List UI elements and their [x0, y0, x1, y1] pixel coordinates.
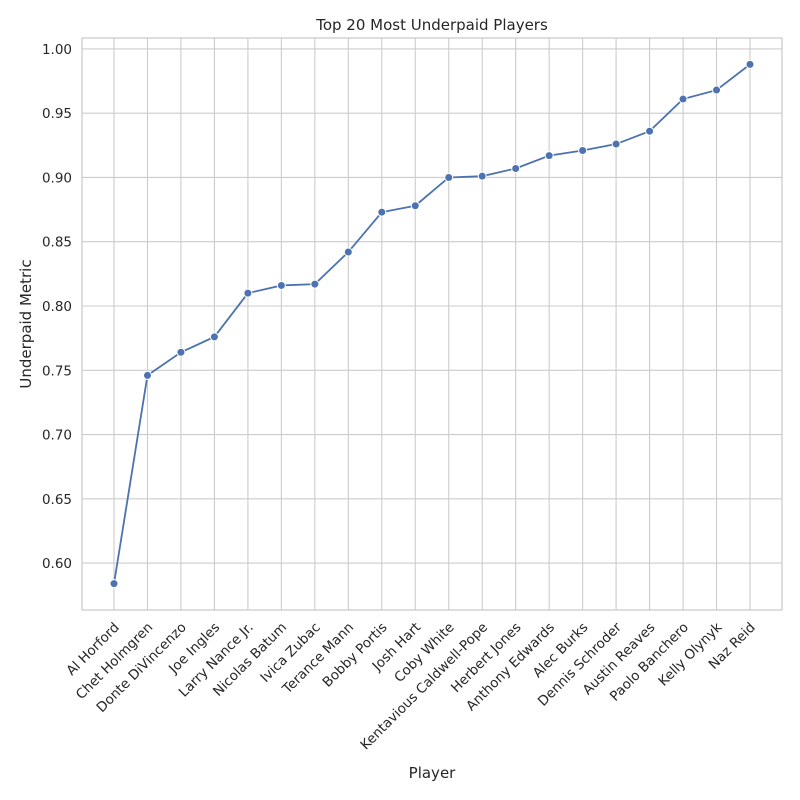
data-point — [343, 247, 353, 257]
chart-title: Top 20 Most Underpaid Players — [315, 16, 548, 34]
data-point — [511, 163, 521, 173]
data-point — [109, 579, 119, 589]
data-point — [578, 145, 588, 155]
data-point — [243, 288, 253, 298]
data-point — [712, 85, 722, 95]
grid-lines — [82, 38, 782, 610]
data-point — [176, 347, 186, 357]
data-point — [410, 201, 420, 211]
y-tick-label: 0.85 — [42, 235, 72, 251]
data-point — [544, 151, 554, 161]
data-point — [444, 172, 454, 182]
y-tick-label: 0.60 — [42, 556, 72, 572]
data-points — [109, 59, 755, 589]
data-point — [209, 332, 219, 342]
data-point — [477, 171, 487, 181]
y-tick-label: 1.00 — [42, 42, 72, 58]
series-line — [113, 63, 751, 584]
data-point — [611, 139, 621, 149]
data-point — [142, 370, 152, 380]
data-point — [276, 280, 286, 290]
y-tick-labels: 0.60 0.65 0.70 0.75 0.80 0.85 0.90 0.95 1.00 — [42, 42, 72, 572]
y-tick-label: 0.90 — [42, 170, 72, 186]
y-tick-label: 0.75 — [42, 363, 72, 379]
y-tick-label: 0.70 — [42, 428, 72, 444]
y-tick-label: 0.95 — [42, 106, 72, 122]
x-axis-title: Player — [409, 764, 457, 782]
data-point — [310, 279, 320, 289]
data-point — [678, 94, 688, 104]
y-axis-title: Underpaid Metric — [17, 259, 35, 388]
data-point — [645, 126, 655, 136]
data-point — [745, 59, 755, 69]
y-tick-label: 0.65 — [42, 492, 72, 508]
plot-frame — [81, 37, 783, 611]
y-tick-label: 0.80 — [42, 299, 72, 315]
data-point — [377, 207, 387, 217]
